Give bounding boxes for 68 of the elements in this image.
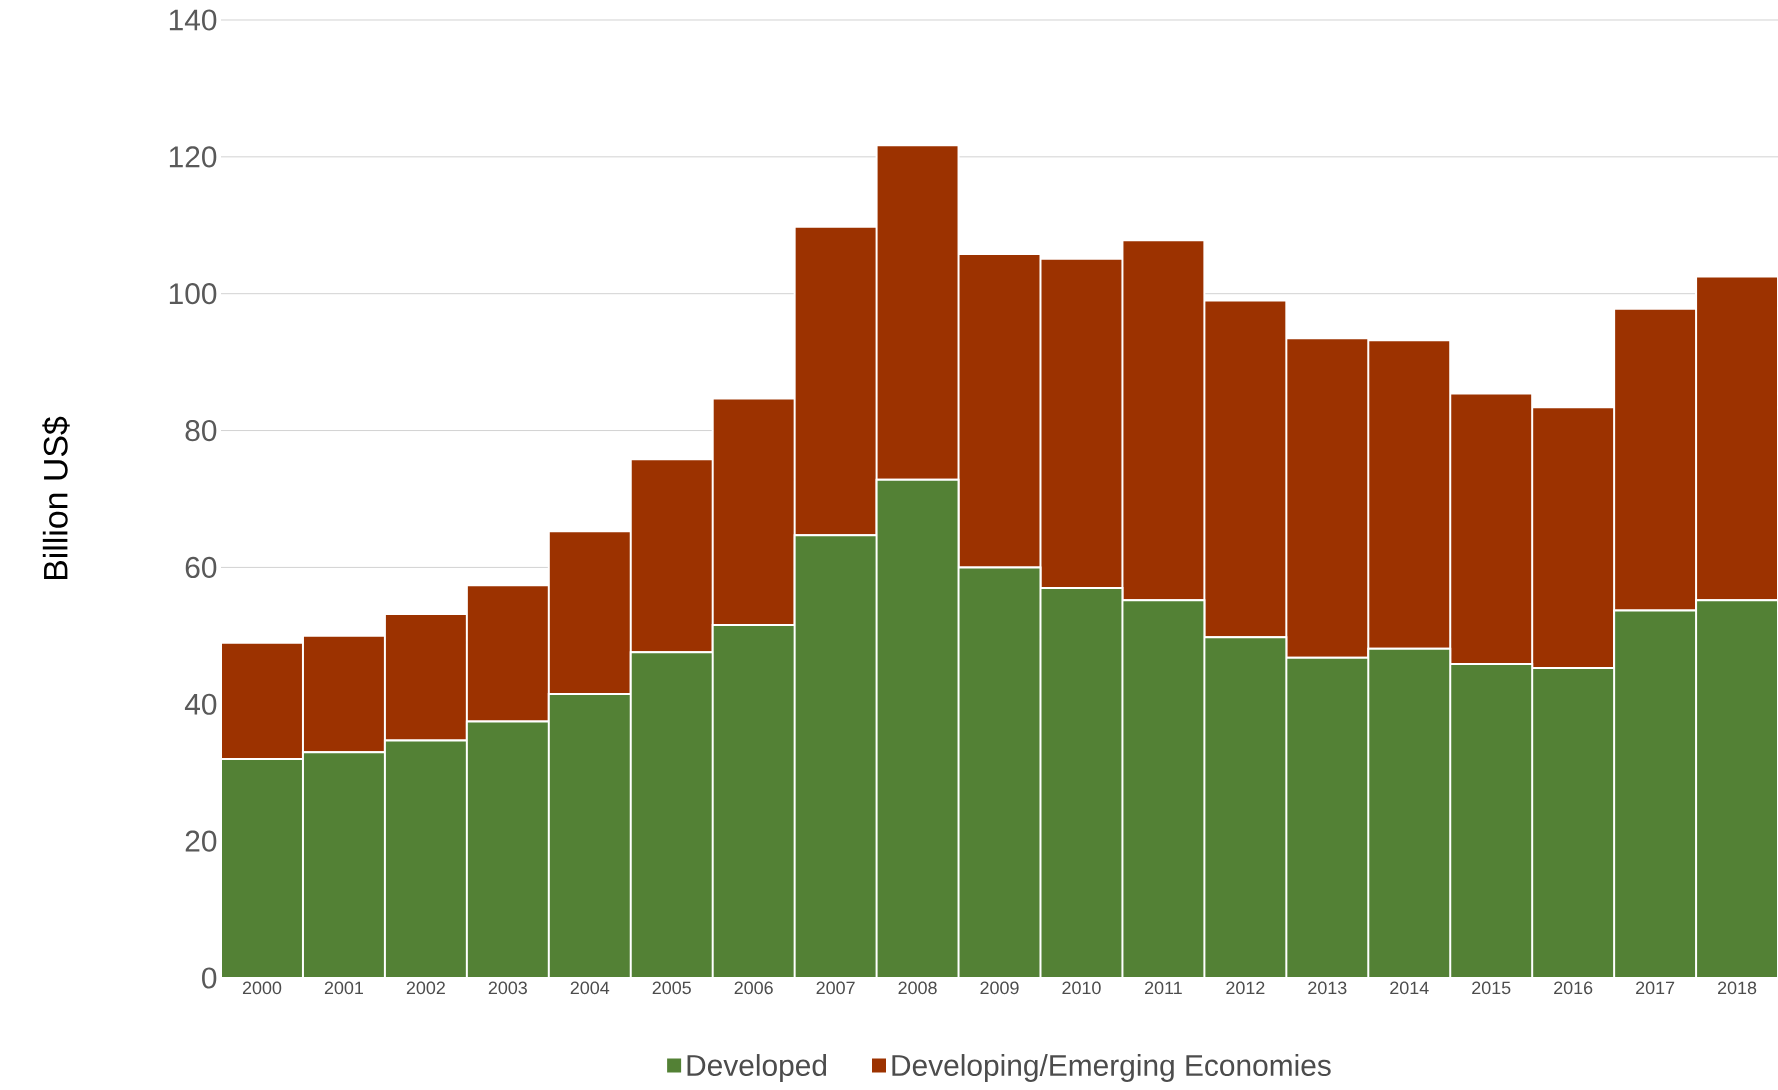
- bar: [629, 458, 714, 654]
- y-tick-label: 40: [184, 693, 217, 715]
- bar: [1286, 657, 1369, 978]
- bar: [958, 567, 1041, 978]
- y-tick-label: 60: [185, 556, 217, 579]
- x-tick-label: 2006: [734, 981, 773, 995]
- y-axis-title: Billion US$: [42, 416, 70, 580]
- x-tick-label: 2011: [1145, 981, 1182, 995]
- x-tick-label: 2009: [980, 981, 1019, 995]
- x-tick-label: 2013: [1308, 981, 1347, 995]
- bar: [1531, 406, 1616, 670]
- y-tick-label: 100: [169, 283, 217, 305]
- bar: [875, 144, 960, 481]
- bar: [1450, 663, 1533, 978]
- x-tick-label: 2012: [1226, 981, 1265, 995]
- bar: [1695, 275, 1778, 602]
- bar: [1122, 600, 1205, 978]
- bar: [712, 624, 795, 978]
- x-tick-label: 2014: [1390, 981, 1429, 995]
- bar: [383, 612, 468, 742]
- bar: [876, 479, 959, 978]
- y-tick-label: 20: [185, 830, 217, 852]
- y-tick-label: 80: [185, 419, 217, 442]
- bar: [1204, 637, 1287, 978]
- x-tick-label: 2007: [816, 981, 855, 995]
- bar: [1449, 392, 1534, 665]
- bar: [1203, 299, 1288, 639]
- bar: [1695, 599, 1778, 979]
- bar: [1532, 668, 1615, 978]
- bar: [957, 253, 1042, 569]
- bar: [1614, 610, 1697, 978]
- x-tick-label: 2005: [652, 981, 691, 995]
- x-tick-label: 2004: [570, 981, 610, 995]
- bar: [384, 740, 467, 978]
- bar: [465, 584, 550, 723]
- x-tick-label: 2002: [406, 981, 445, 995]
- x-tick-label: 2016: [1554, 981, 1593, 995]
- legend-label: Developing/Emerging Economies: [892, 1054, 1331, 1082]
- legend-label: Developed: [687, 1054, 827, 1082]
- bar: [1121, 239, 1206, 602]
- bar: [1040, 587, 1123, 978]
- bar: [1613, 307, 1698, 612]
- bar: [711, 397, 796, 626]
- x-tick-label: 2001: [324, 981, 363, 995]
- x-tick-label: 2010: [1062, 981, 1101, 995]
- bar: [1368, 648, 1451, 978]
- x-tick-label: 2000: [242, 981, 282, 995]
- bar: [1285, 337, 1370, 659]
- x-tick-label: 2015: [1472, 981, 1511, 995]
- bar: [301, 634, 386, 754]
- bar: [794, 535, 877, 978]
- x-tick-label: 2008: [898, 981, 937, 995]
- y-tick-label: 140: [169, 9, 217, 31]
- bar: [220, 641, 304, 761]
- y-tick-label: 0: [202, 967, 217, 989]
- bar: [1039, 257, 1124, 589]
- bar: [221, 759, 303, 978]
- bar: [548, 694, 631, 978]
- bar: [466, 721, 549, 978]
- bar: [547, 530, 632, 696]
- bar: [302, 752, 385, 978]
- x-tick-label: 2017: [1636, 981, 1675, 995]
- x-tick-label: 2003: [488, 981, 527, 995]
- bar: [1367, 339, 1452, 650]
- bar: [630, 652, 713, 978]
- bar: [793, 225, 878, 537]
- x-tick-label: 2018: [1718, 981, 1757, 995]
- y-tick-label: 120: [169, 146, 217, 168]
